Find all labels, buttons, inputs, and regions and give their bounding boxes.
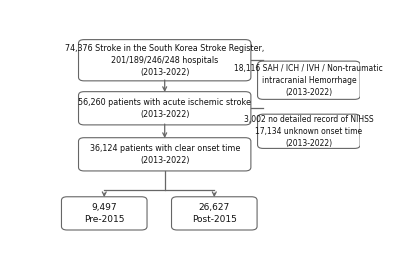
Text: 9,497
Pre-2015: 9,497 Pre-2015 — [84, 203, 124, 224]
Text: 36,124 patients with clear onset time
(2013-2022): 36,124 patients with clear onset time (2… — [90, 144, 240, 165]
FancyBboxPatch shape — [78, 138, 251, 171]
FancyBboxPatch shape — [78, 40, 251, 81]
Text: 26,627
Post-2015: 26,627 Post-2015 — [192, 203, 237, 224]
FancyBboxPatch shape — [258, 61, 360, 99]
Text: 3,002 no detailed record of NIHSS
17,134 unknown onset time
(2013-2022): 3,002 no detailed record of NIHSS 17,134… — [244, 115, 374, 148]
Text: 18,116 SAH / ICH / IVH / Non-traumatic
intracranial Hemorrhage
(2013-2022): 18,116 SAH / ICH / IVH / Non-traumatic i… — [234, 64, 383, 96]
FancyBboxPatch shape — [62, 197, 147, 230]
Text: 74,376 Stroke in the South Korea Stroke Register,
201/189/246/248 hospitals
(201: 74,376 Stroke in the South Korea Stroke … — [65, 44, 264, 76]
Text: 56,260 patients with acute ischemic stroke
(2013-2022): 56,260 patients with acute ischemic stro… — [78, 98, 251, 119]
FancyBboxPatch shape — [78, 92, 251, 125]
FancyBboxPatch shape — [258, 114, 360, 148]
FancyBboxPatch shape — [172, 197, 257, 230]
